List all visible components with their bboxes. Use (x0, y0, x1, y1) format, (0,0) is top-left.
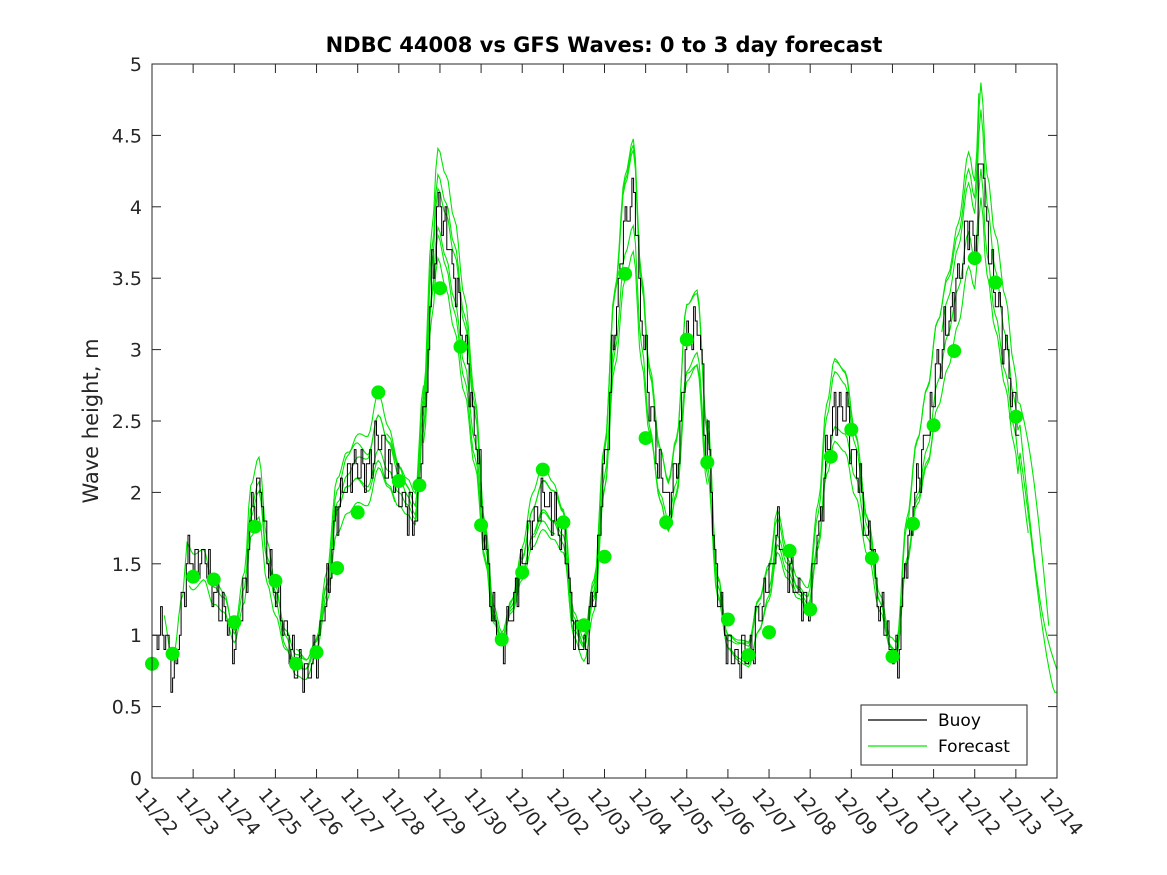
legend: Buoy Forecast (860, 704, 1028, 766)
y-tick-label: 4.5 (112, 125, 142, 147)
y-tick-label: 1 (130, 625, 142, 647)
legend-box (860, 704, 1028, 766)
forecast-marker (679, 332, 694, 347)
forecast-marker (885, 649, 900, 664)
forecast-marker (659, 515, 674, 530)
legend-forecast-label: Forecast (938, 737, 1010, 757)
forecast-marker (412, 478, 427, 493)
forecast-series-line (332, 225, 618, 646)
forecast-marker (556, 515, 571, 530)
y-tick-label: 5 (130, 54, 142, 76)
forecast-markers (145, 251, 1023, 671)
forecast-marker (597, 549, 612, 564)
chart-title: NDBC 44008 vs GFS Waves: 0 to 3 day fore… (326, 33, 883, 57)
forecast-marker (433, 281, 447, 296)
forecast-marker (186, 569, 201, 584)
forecast-marker (535, 462, 550, 477)
y-tick-label: 3.5 (112, 268, 142, 290)
forecast-marker (371, 385, 386, 400)
y-axis: 0 0.5 1 1.5 2 2.5 3 3.5 4 4.5 5 (112, 54, 1057, 790)
forecast-marker (741, 648, 756, 663)
forecast-marker (515, 565, 530, 580)
forecast-marker (638, 431, 653, 446)
forecast-marker (289, 656, 303, 671)
y-tick-label: 3 (130, 340, 142, 362)
forecast-marker (474, 518, 489, 533)
forecast-marker (165, 646, 180, 661)
forecast-marker (720, 612, 735, 627)
y-tick-label: 1.5 (112, 554, 142, 576)
y-tick-label: 0 (130, 768, 142, 790)
forecast-marker (700, 455, 715, 470)
forecast-marker (227, 615, 242, 630)
forecast-marker (823, 449, 838, 464)
buoy-series-line (152, 163, 1020, 693)
forecast-marker (782, 543, 797, 558)
forecast-marker (268, 573, 283, 588)
forecast-marker (309, 645, 324, 660)
forecast-series-line (583, 149, 877, 645)
forecast-marker (247, 519, 262, 534)
forecast-marker (391, 474, 406, 488)
y-tick-label: 0.5 (112, 697, 142, 719)
y-axis-label: Wave height, m (79, 338, 103, 503)
y-tick-label: 2.5 (112, 411, 142, 433)
forecast-series-line (534, 223, 819, 668)
forecast-marker (762, 625, 776, 640)
forecast-marker (967, 251, 982, 266)
forecast-marker (453, 339, 468, 354)
forecast-marker (947, 344, 962, 358)
forecast-marker (494, 632, 509, 647)
forecast-marker (330, 561, 345, 576)
forecast-marker (926, 418, 941, 433)
forecast-marker (906, 516, 920, 531)
forecast-marker (350, 505, 365, 520)
y-tick-label: 2 (130, 482, 142, 504)
forecast-marker (864, 551, 879, 566)
forecast-series-line (904, 197, 1057, 693)
forecast-marker (988, 275, 1003, 290)
y-tick-label: 4 (130, 197, 142, 219)
forecast-marker (576, 618, 591, 633)
buoy-line (152, 163, 1020, 693)
forecast-marker (803, 602, 818, 617)
forecast-marker (844, 422, 859, 437)
forecast-series-line (295, 146, 581, 661)
forecast-marker (1008, 409, 1023, 424)
forecast-marker (206, 572, 221, 587)
forecast-marker (618, 266, 633, 281)
legend-buoy-label: Buoy (938, 711, 981, 731)
